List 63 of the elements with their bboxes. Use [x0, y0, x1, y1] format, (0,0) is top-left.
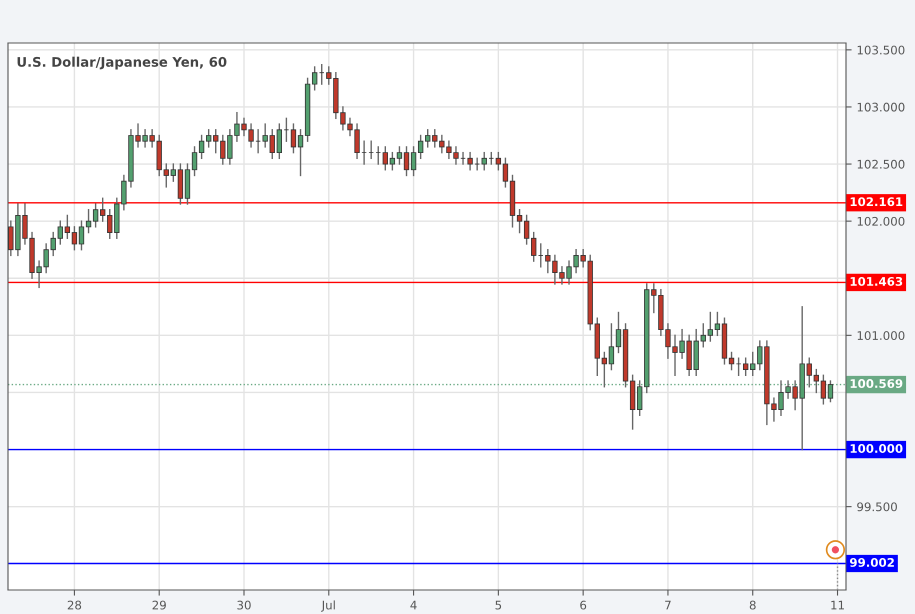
candlestick	[728, 352, 734, 370]
x-tick-label: 30	[237, 600, 251, 610]
candlestick	[22, 203, 28, 245]
candlestick	[298, 129, 304, 176]
candlestick	[828, 380, 834, 402]
candlestick	[460, 152, 466, 165]
candlestick	[488, 152, 494, 165]
y-tick-label: 102.000	[858, 216, 904, 226]
candlestick	[396, 146, 402, 165]
candlestick	[319, 64, 324, 85]
x-tick-label: 11	[831, 600, 844, 610]
candlestick	[467, 152, 473, 170]
candlestick	[368, 140, 374, 160]
candlestick	[347, 118, 353, 136]
candlestick	[496, 152, 502, 170]
candlestick	[290, 123, 296, 154]
candlestick	[566, 260, 572, 285]
candlestick	[474, 158, 480, 170]
x-tick-label: 29	[152, 600, 166, 610]
candlestick	[284, 118, 290, 142]
ref-line-label: 102.161	[850, 197, 902, 206]
y-tick-label: 103.500	[858, 46, 904, 55]
ref-line-label: 101.463	[850, 276, 902, 286]
candlestick	[785, 380, 791, 399]
candlestick	[241, 118, 247, 136]
y-tick-label: 101.000	[858, 331, 904, 340]
x-tick-label: 28	[68, 600, 82, 610]
ref-line-label: 99.002	[850, 558, 894, 567]
y-tick-label: 99.500	[857, 502, 897, 512]
text: U.S. Dollar/Japanese Yen, 60	[18, 56, 226, 70]
candlestick	[538, 243, 544, 268]
x-tick-label: 7	[665, 600, 671, 610]
candlestick	[404, 146, 410, 176]
candlestick	[482, 152, 487, 170]
candlestick	[135, 123, 141, 148]
x-tick-label: 6	[580, 600, 586, 610]
x-tick-label: 8	[750, 600, 756, 610]
x-tick-label: 5	[496, 600, 502, 610]
candlestick	[502, 158, 508, 188]
candlestick	[516, 209, 522, 234]
x-tick-label: 4	[410, 600, 417, 610]
candlestick	[559, 266, 565, 285]
x-tick-label: Jul	[321, 600, 335, 612]
candlestick	[255, 129, 261, 154]
candlestick	[354, 123, 360, 160]
ref-line-label: 100.000	[850, 444, 903, 453]
candlestick	[86, 209, 92, 234]
candlestick	[616, 312, 622, 354]
candlestick	[248, 123, 254, 148]
candlestick	[736, 357, 742, 376]
candlestick	[376, 146, 381, 165]
y-tick-label: 102.500	[858, 160, 904, 169]
candlestick	[672, 334, 678, 376]
ref-line-label: 100.569	[850, 379, 902, 388]
candlestick	[78, 220, 84, 250]
candlestick	[361, 140, 367, 165]
candlestick	[771, 397, 777, 422]
candlestick	[778, 380, 784, 416]
y-tick-label: 103.000	[858, 102, 904, 112]
candlestick	[234, 112, 240, 142]
candlestick	[192, 146, 198, 176]
candlestick	[453, 146, 459, 165]
candlestick	[665, 323, 671, 359]
